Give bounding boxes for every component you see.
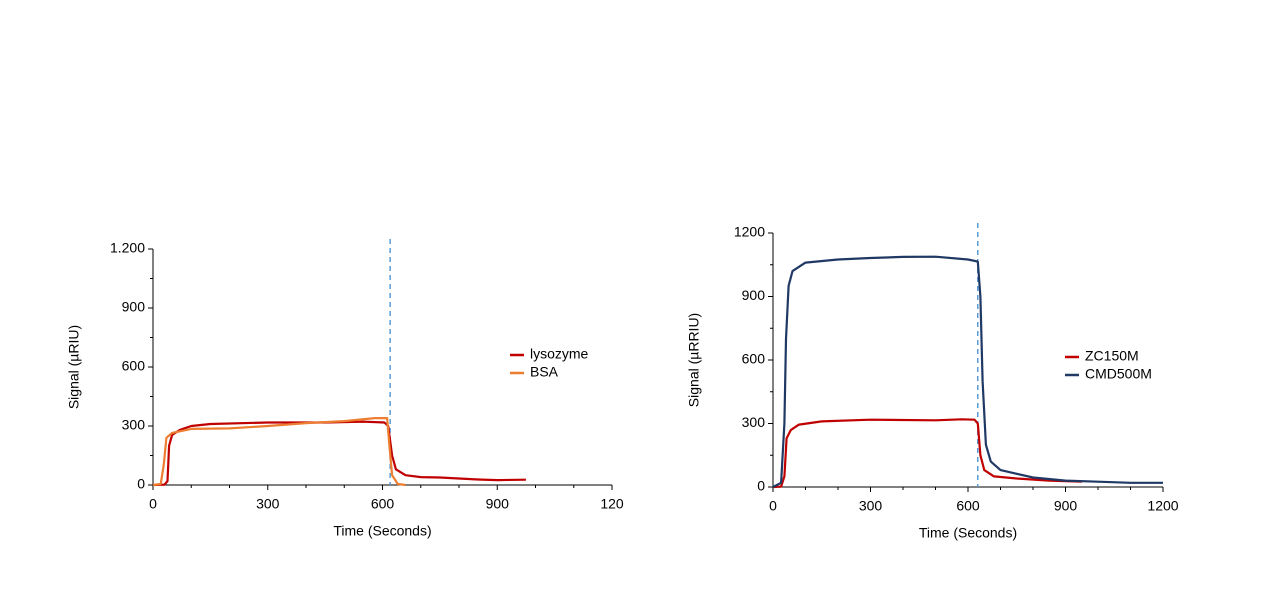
x-tick-label: 120 [600, 496, 624, 512]
x-tick-label: 600 [371, 496, 395, 512]
legend-label: BSA [530, 364, 559, 380]
legend-label: lysozyme [530, 346, 589, 362]
x-tick-label: 1200 [1147, 498, 1178, 514]
y-tick-label: 1.200 [110, 240, 145, 256]
data-line [152, 420, 526, 487]
y-tick-label: 300 [122, 417, 146, 433]
x-tick-label: 0 [769, 498, 777, 514]
x-tick-label: 900 [1054, 498, 1078, 514]
x-axis-label: Time (Seconds) [333, 523, 431, 539]
y-tick-label: 900 [742, 287, 766, 303]
x-tick-label: 600 [956, 498, 980, 514]
y-tick-label: 600 [122, 358, 146, 374]
x-tick-label: 900 [486, 496, 510, 512]
data-line [772, 418, 1082, 489]
y-axis-label: Signal (µRIU) [66, 325, 82, 409]
legend-label: ZC150M [1085, 348, 1139, 364]
y-tick-label: 300 [742, 414, 766, 430]
y-tick-label: 900 [122, 299, 146, 315]
x-axis-label: Time (Seconds) [919, 525, 1017, 541]
y-axis-label: Signal (µRRIU) [686, 313, 702, 407]
y-tick-label: 0 [137, 476, 145, 492]
legend-label: CMD500M [1085, 366, 1152, 382]
data-line [152, 417, 406, 487]
x-tick-label: 300 [256, 496, 280, 512]
x-tick-label: 0 [149, 496, 157, 512]
y-tick-label: 0 [757, 478, 765, 494]
x-tick-label: 300 [859, 498, 883, 514]
data-line [772, 255, 1163, 488]
y-tick-label: 600 [742, 351, 766, 367]
y-tick-label: 1200 [734, 224, 765, 240]
